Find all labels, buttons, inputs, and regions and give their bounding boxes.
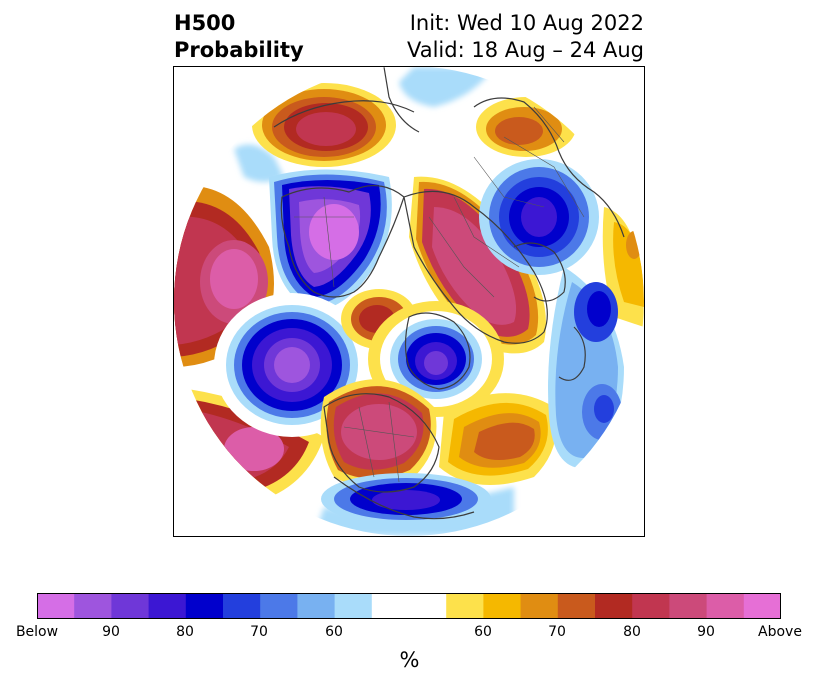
tick-label-below: Below bbox=[15, 624, 59, 640]
title-product: Probability bbox=[174, 38, 304, 62]
colorbar-cell bbox=[223, 593, 261, 619]
colorbar bbox=[37, 593, 781, 619]
colorbar-cell bbox=[743, 593, 781, 619]
tick-label-below-60: 60 bbox=[325, 624, 343, 640]
colorbar-cell bbox=[111, 593, 150, 619]
tick-label-above-60: 60 bbox=[474, 624, 492, 640]
colorbar-cell bbox=[334, 593, 373, 619]
colorbar-cell bbox=[669, 593, 708, 619]
high-anomaly-west-pacific bbox=[174, 185, 274, 367]
colorbar-cell bbox=[409, 593, 447, 619]
polar-map-svg bbox=[174, 67, 644, 536]
colorbar-tick-labels: Below 90 80 70 60 60 70 80 90 Above bbox=[0, 624, 819, 644]
colorbar-cell bbox=[74, 593, 112, 619]
low-anomaly-west-pacific-right bbox=[548, 267, 624, 469]
tick-label-below-80: 80 bbox=[176, 624, 194, 640]
title-variable: H500 bbox=[174, 11, 236, 35]
colorbar-cell bbox=[595, 593, 633, 619]
map-title: H500 Probability bbox=[174, 10, 304, 64]
colorbar-cell bbox=[632, 593, 670, 619]
high-anomaly-north-asia bbox=[476, 97, 576, 157]
high-anomaly-alaska bbox=[252, 83, 396, 167]
colorbar-outline bbox=[37, 593, 781, 619]
tick-label-below-90: 90 bbox=[102, 624, 120, 640]
tick-label-above-90: 90 bbox=[697, 624, 715, 640]
tick-label-above: Above bbox=[758, 624, 802, 640]
colorbar-unit: % bbox=[399, 648, 420, 672]
tick-label-below-70: 70 bbox=[250, 624, 268, 640]
probability-field bbox=[174, 67, 644, 536]
high-anomaly-eurasia bbox=[409, 176, 546, 354]
high-anomaly-atlantic bbox=[439, 393, 557, 485]
borders bbox=[294, 106, 585, 483]
colorbar-cells bbox=[37, 593, 781, 619]
tick-label-above-70: 70 bbox=[548, 624, 566, 640]
probability-map bbox=[173, 66, 645, 537]
low-anomaly-east-siberia bbox=[479, 159, 599, 275]
colorbar-cell bbox=[557, 593, 596, 619]
high-anomaly-north-america bbox=[320, 379, 437, 487]
low-anomaly-south bbox=[321, 473, 491, 525]
colorbar-cell bbox=[371, 593, 410, 619]
colorbar-cell bbox=[706, 593, 745, 619]
colorbar-cell bbox=[520, 593, 559, 619]
colorbar-cell bbox=[446, 593, 484, 619]
tick-label-above-80: 80 bbox=[623, 624, 641, 640]
valid-range: Valid: 18 Aug – 24 Aug bbox=[406, 38, 644, 62]
colorbar-cell bbox=[185, 593, 224, 619]
colorbar-cell bbox=[483, 593, 522, 619]
colorbar-cell bbox=[148, 593, 187, 619]
forecast-dates: Init: Wed 10 Aug 2022 Valid: 18 Aug – 24… bbox=[407, 10, 644, 64]
colorbar-cell bbox=[37, 593, 75, 619]
colorbar-cell bbox=[260, 593, 298, 619]
coastlines bbox=[273, 67, 625, 520]
init-date: Init: Wed 10 Aug 2022 bbox=[409, 11, 644, 35]
colorbar-cell bbox=[297, 593, 336, 619]
